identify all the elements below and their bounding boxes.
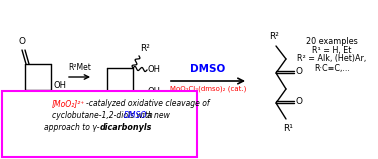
Text: R¹: R¹ bbox=[283, 124, 293, 133]
Text: R²Met: R²Met bbox=[68, 63, 91, 72]
Text: DMSO: DMSO bbox=[191, 64, 226, 74]
Text: dicarbonyls: dicarbonyls bbox=[99, 124, 152, 132]
Text: OH: OH bbox=[148, 87, 161, 97]
Text: 20 examples: 20 examples bbox=[306, 37, 358, 45]
Text: R² = Alk, (Het)Ar,: R² = Alk, (Het)Ar, bbox=[297, 55, 367, 63]
Text: approach to γ-: approach to γ- bbox=[44, 124, 99, 132]
Text: R²: R² bbox=[140, 44, 150, 53]
Text: -catalyzed oxidative cleavage of: -catalyzed oxidative cleavage of bbox=[85, 100, 209, 108]
Text: R¹: R¹ bbox=[33, 97, 43, 106]
Text: OH: OH bbox=[53, 80, 66, 90]
Text: R¹: R¹ bbox=[140, 109, 150, 118]
Text: O: O bbox=[296, 68, 303, 76]
Text: DMSO: DMSO bbox=[124, 111, 147, 121]
Text: OH: OH bbox=[148, 66, 161, 75]
Text: : a new: : a new bbox=[141, 111, 169, 121]
Text: O: O bbox=[296, 97, 303, 107]
Text: R²: R² bbox=[269, 32, 279, 41]
FancyBboxPatch shape bbox=[2, 91, 197, 157]
Text: O: O bbox=[19, 37, 25, 46]
Text: R·C≡C,...: R·C≡C,... bbox=[314, 63, 350, 73]
Text: [MoO₂]²⁺: [MoO₂]²⁺ bbox=[51, 100, 85, 108]
Text: cyclobutane-1,2-diols with: cyclobutane-1,2-diols with bbox=[51, 111, 155, 121]
Text: R¹ = H, Et: R¹ = H, Et bbox=[312, 45, 352, 55]
Text: MoO₂Cl₂(dmso)₂ (cat.): MoO₂Cl₂(dmso)₂ (cat.) bbox=[170, 86, 246, 93]
